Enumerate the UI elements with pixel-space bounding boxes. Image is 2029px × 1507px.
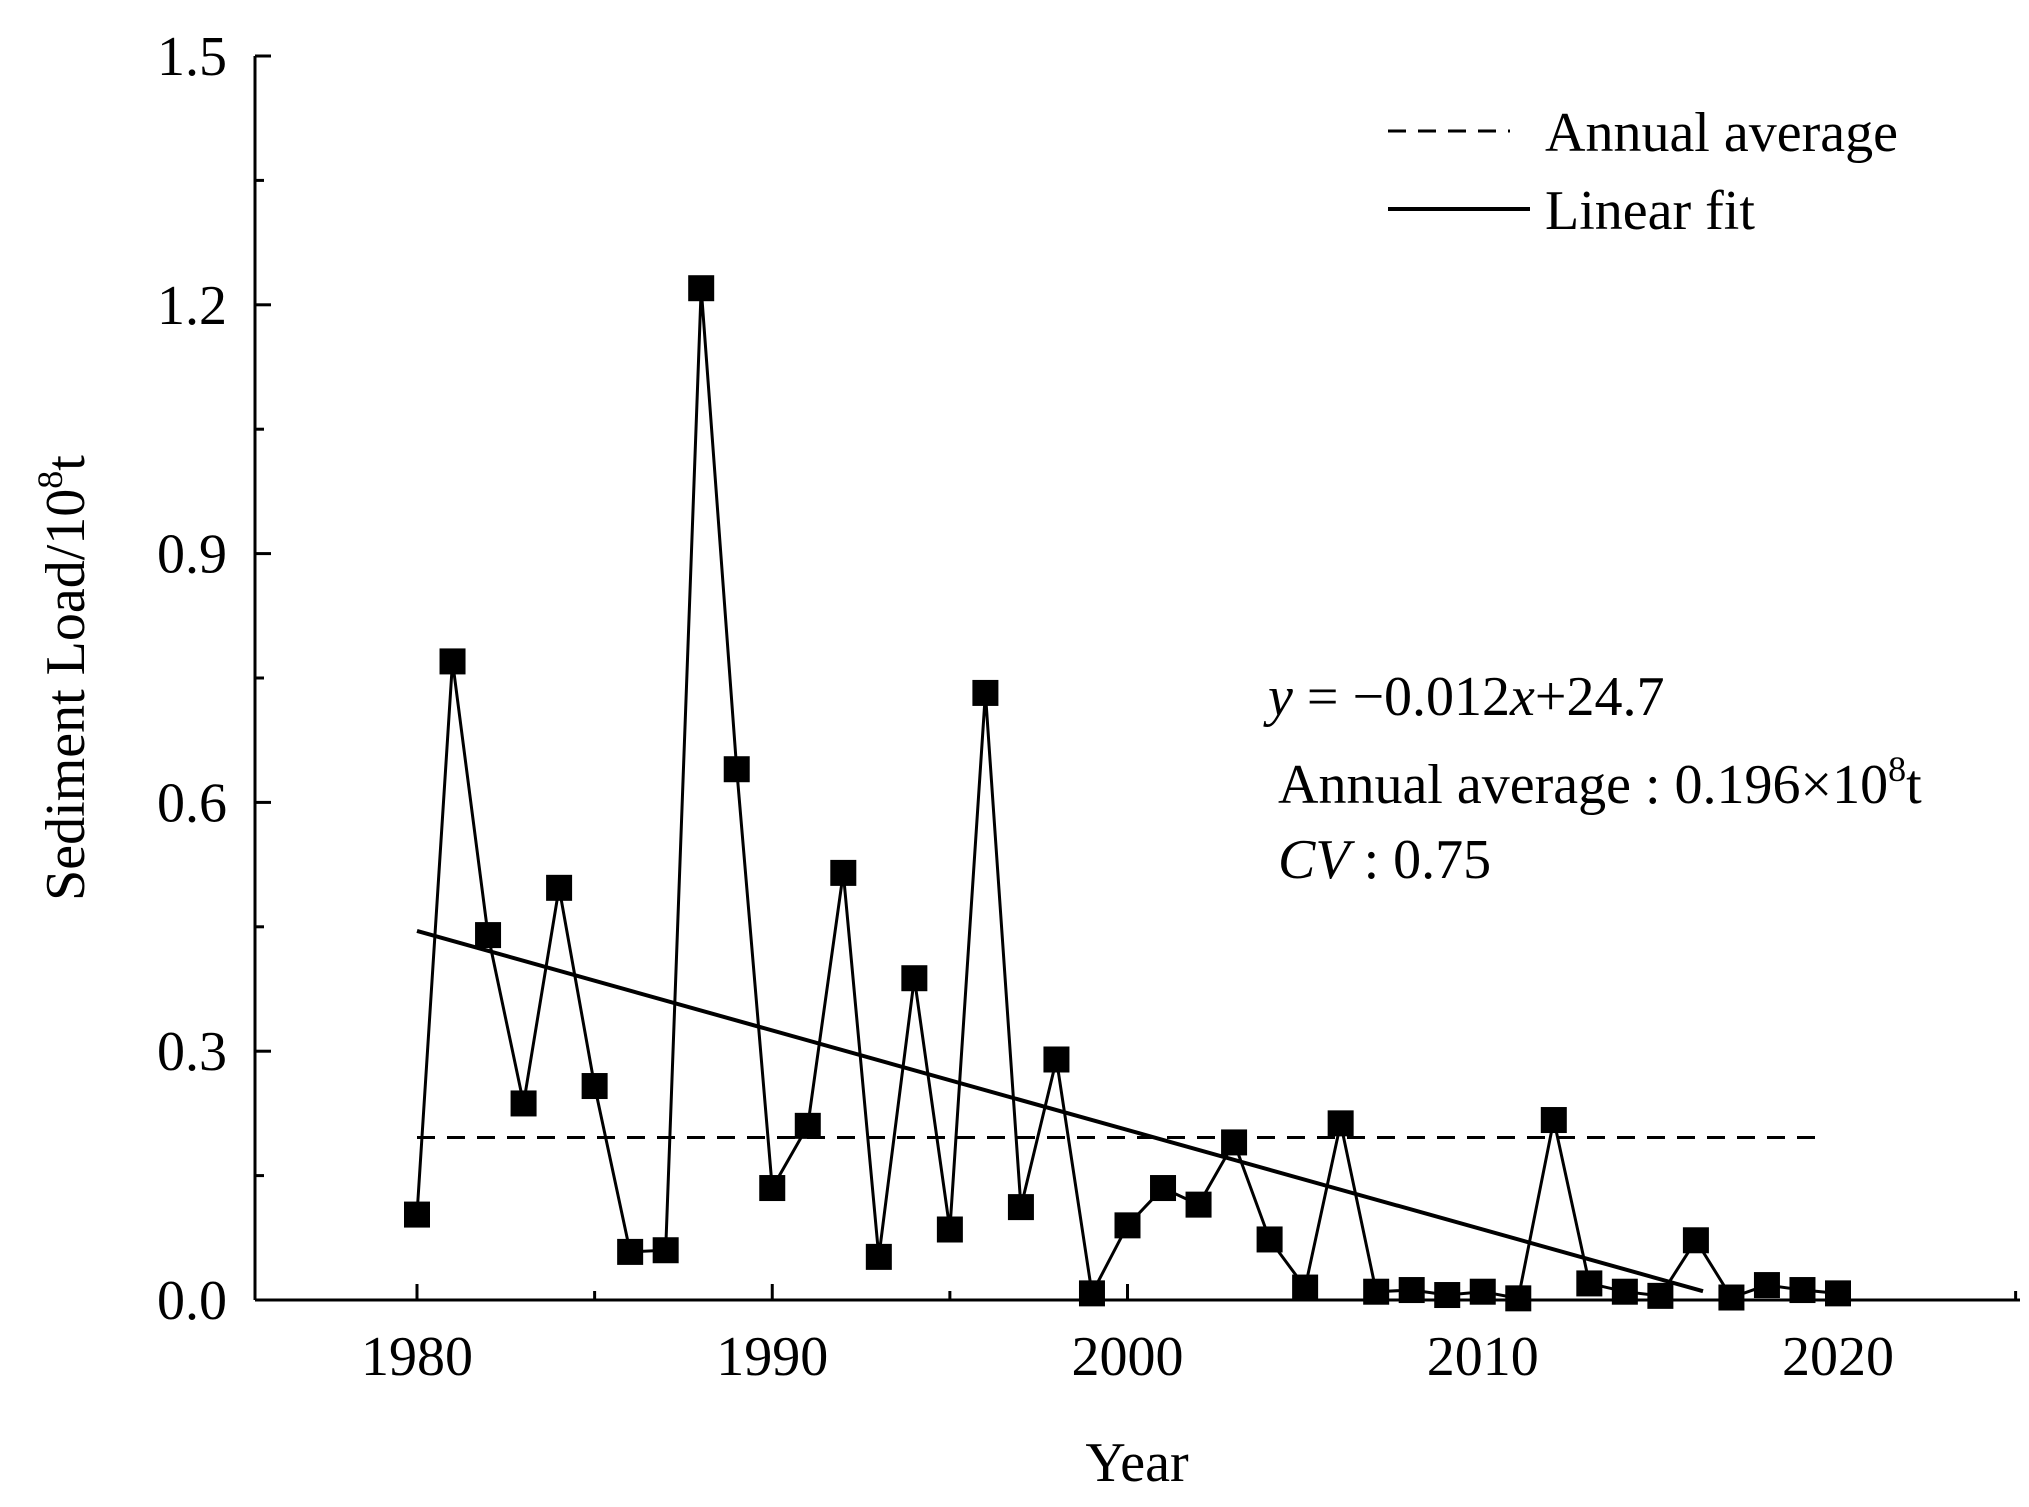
data-point-1998 xyxy=(1043,1046,1070,1073)
data-point-2007 xyxy=(1363,1278,1390,1305)
data-point-2000 xyxy=(1114,1212,1141,1239)
data-point-1981 xyxy=(439,648,466,675)
data-point-1984 xyxy=(546,874,573,901)
linear-fit-line xyxy=(416,929,1704,1294)
y-tick-label-1.5: 1.5 xyxy=(157,26,227,88)
x-tick-label-2020: 2020 xyxy=(1782,1326,1894,1388)
data-point-1991 xyxy=(794,1112,821,1139)
data-point-2010 xyxy=(1469,1278,1496,1305)
data-point-2016 xyxy=(1682,1227,1709,1254)
x-axis-ticks: 1980 1990 2000 2010 2020 xyxy=(361,1284,2018,1388)
x-tick-label-2010: 2010 xyxy=(1427,1326,1539,1388)
data-point-1992 xyxy=(830,859,857,886)
data-point-2012 xyxy=(1540,1107,1567,1134)
data-point-2014 xyxy=(1611,1278,1638,1305)
y-tick-label-0.0: 0.0 xyxy=(157,1270,227,1332)
data-point-1986 xyxy=(617,1238,644,1265)
data-point-2002 xyxy=(1185,1191,1212,1218)
legend: Annual average Linear fit xyxy=(1388,102,1898,242)
fit-equation: y = −0.012x+24.7 xyxy=(1263,666,1664,728)
x-tick-label-1980: 1980 xyxy=(361,1326,473,1388)
data-point-2015 xyxy=(1647,1282,1674,1309)
x-axis-title: Year xyxy=(1085,1432,1189,1494)
y-axis-ticks: 0.0 0.3 0.6 0.9 1.2 1.5 xyxy=(157,26,271,1332)
legend-label-annual-average: Annual average xyxy=(1545,102,1898,164)
data-point-1995 xyxy=(936,1216,963,1243)
data-point-2008 xyxy=(1398,1277,1425,1304)
y-tick-label-0.9: 0.9 xyxy=(157,524,227,586)
data-point-2006 xyxy=(1327,1110,1354,1137)
data-point-1997 xyxy=(1007,1194,1034,1221)
data-point-1993 xyxy=(865,1243,892,1270)
y-tick-label-1.2: 1.2 xyxy=(157,275,227,337)
data-point-1988 xyxy=(688,275,715,302)
y-tick-label-0.3: 0.3 xyxy=(157,1021,227,1083)
data-point-1994 xyxy=(901,965,928,992)
data-point-1983 xyxy=(510,1090,537,1117)
data-point-1985 xyxy=(581,1073,608,1100)
data-point-2013 xyxy=(1576,1270,1603,1297)
data-point-1987 xyxy=(652,1237,679,1264)
data-point-1996 xyxy=(972,679,999,706)
y-tick-label-0.6: 0.6 xyxy=(157,772,227,834)
y-axis-title: Sediment Load/108t xyxy=(30,455,97,901)
data-point-2005 xyxy=(1292,1274,1319,1301)
data-point-1980 xyxy=(404,1201,430,1228)
x-tick-label-2000: 2000 xyxy=(1072,1326,1184,1388)
data-point-1982 xyxy=(475,922,502,949)
data-point-2020 xyxy=(1825,1280,1851,1307)
data-point-1990 xyxy=(759,1175,786,1202)
data-point-2011 xyxy=(1505,1285,1532,1312)
sediment-load-markers xyxy=(404,275,1851,1312)
data-point-2018 xyxy=(1753,1272,1780,1299)
annual-average-annotation: Annual average : 0.196×108t xyxy=(1278,749,1922,816)
data-point-2003 xyxy=(1221,1129,1248,1156)
data-point-1999 xyxy=(1078,1280,1105,1307)
data-point-2001 xyxy=(1150,1175,1177,1202)
data-point-2017 xyxy=(1718,1284,1745,1311)
cv-annotation: CV : 0.75 xyxy=(1278,829,1491,891)
data-point-1989 xyxy=(723,756,750,783)
legend-label-linear-fit: Linear fit xyxy=(1545,180,1755,242)
data-point-2019 xyxy=(1789,1277,1816,1304)
data-point-2009 xyxy=(1434,1282,1461,1309)
data-point-2004 xyxy=(1256,1226,1283,1253)
x-tick-label-1990: 1990 xyxy=(716,1326,828,1388)
